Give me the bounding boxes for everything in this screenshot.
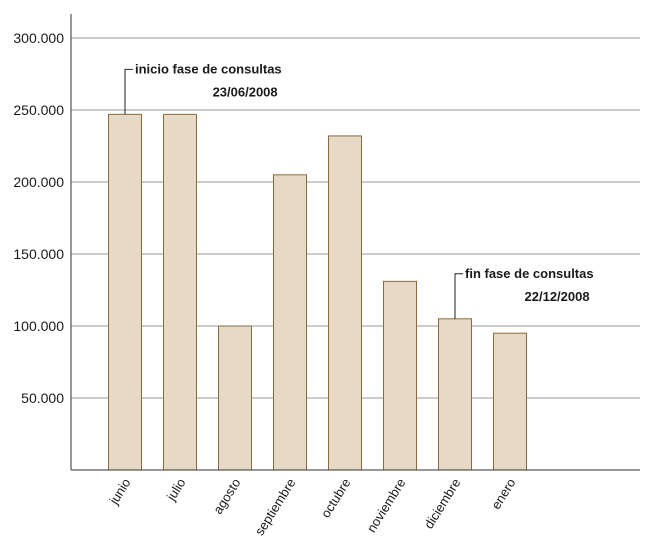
x-category-labels: junio julio agosto septiembre octubre noviemb… <box>106 476 519 538</box>
y-tick-labels: 50.000 100.000 150.000 200.000 250.000 300.00… <box>13 30 64 406</box>
y-tick-label: 50.000 <box>21 390 64 406</box>
y-tick-label: 150.000 <box>13 246 64 262</box>
x-category-label: noviembre <box>364 476 409 535</box>
x-category-label: julio <box>163 476 189 504</box>
annotation-label: fin fase de consultas <box>465 266 594 281</box>
x-category-label: agosto <box>210 476 243 517</box>
y-tick-label: 300.000 <box>13 30 64 46</box>
x-category-label: septiembre <box>252 476 299 538</box>
bar-octubre <box>328 135 362 471</box>
x-category-label: diciembre <box>421 476 464 532</box>
x-category-label: junio <box>106 476 134 508</box>
annotation-date: 22/12/2008 <box>525 289 590 304</box>
bar-septiembre <box>273 174 307 471</box>
bars <box>108 113 527 471</box>
axes <box>70 14 640 471</box>
y-tick-label: 200.000 <box>13 174 64 190</box>
bar-agosto <box>218 325 252 471</box>
annotation-label: inicio fase de consultas <box>135 61 282 76</box>
y-tick-label: 250.000 <box>13 102 64 118</box>
bar-junio <box>108 113 142 471</box>
annotation-leader-line <box>454 273 463 319</box>
y-tick-label: 100.000 <box>13 318 64 334</box>
bar-enero <box>493 332 527 471</box>
bar-diciembre <box>438 318 472 471</box>
bar-julio <box>163 113 197 471</box>
x-category-label: octubre <box>318 476 354 521</box>
annotation-date: 23/06/2008 <box>213 84 278 99</box>
bar-noviembre <box>383 280 417 471</box>
annotation-leader-line <box>124 68 133 115</box>
annotation: inicio fase de consultas 23/06/2008 <box>124 61 282 115</box>
x-category-label: enero <box>488 476 518 512</box>
annotation: fin fase de consultas 22/12/2008 <box>454 266 594 319</box>
annotations: inicio fase de consultas 23/06/2008 fin fa… <box>124 61 594 319</box>
